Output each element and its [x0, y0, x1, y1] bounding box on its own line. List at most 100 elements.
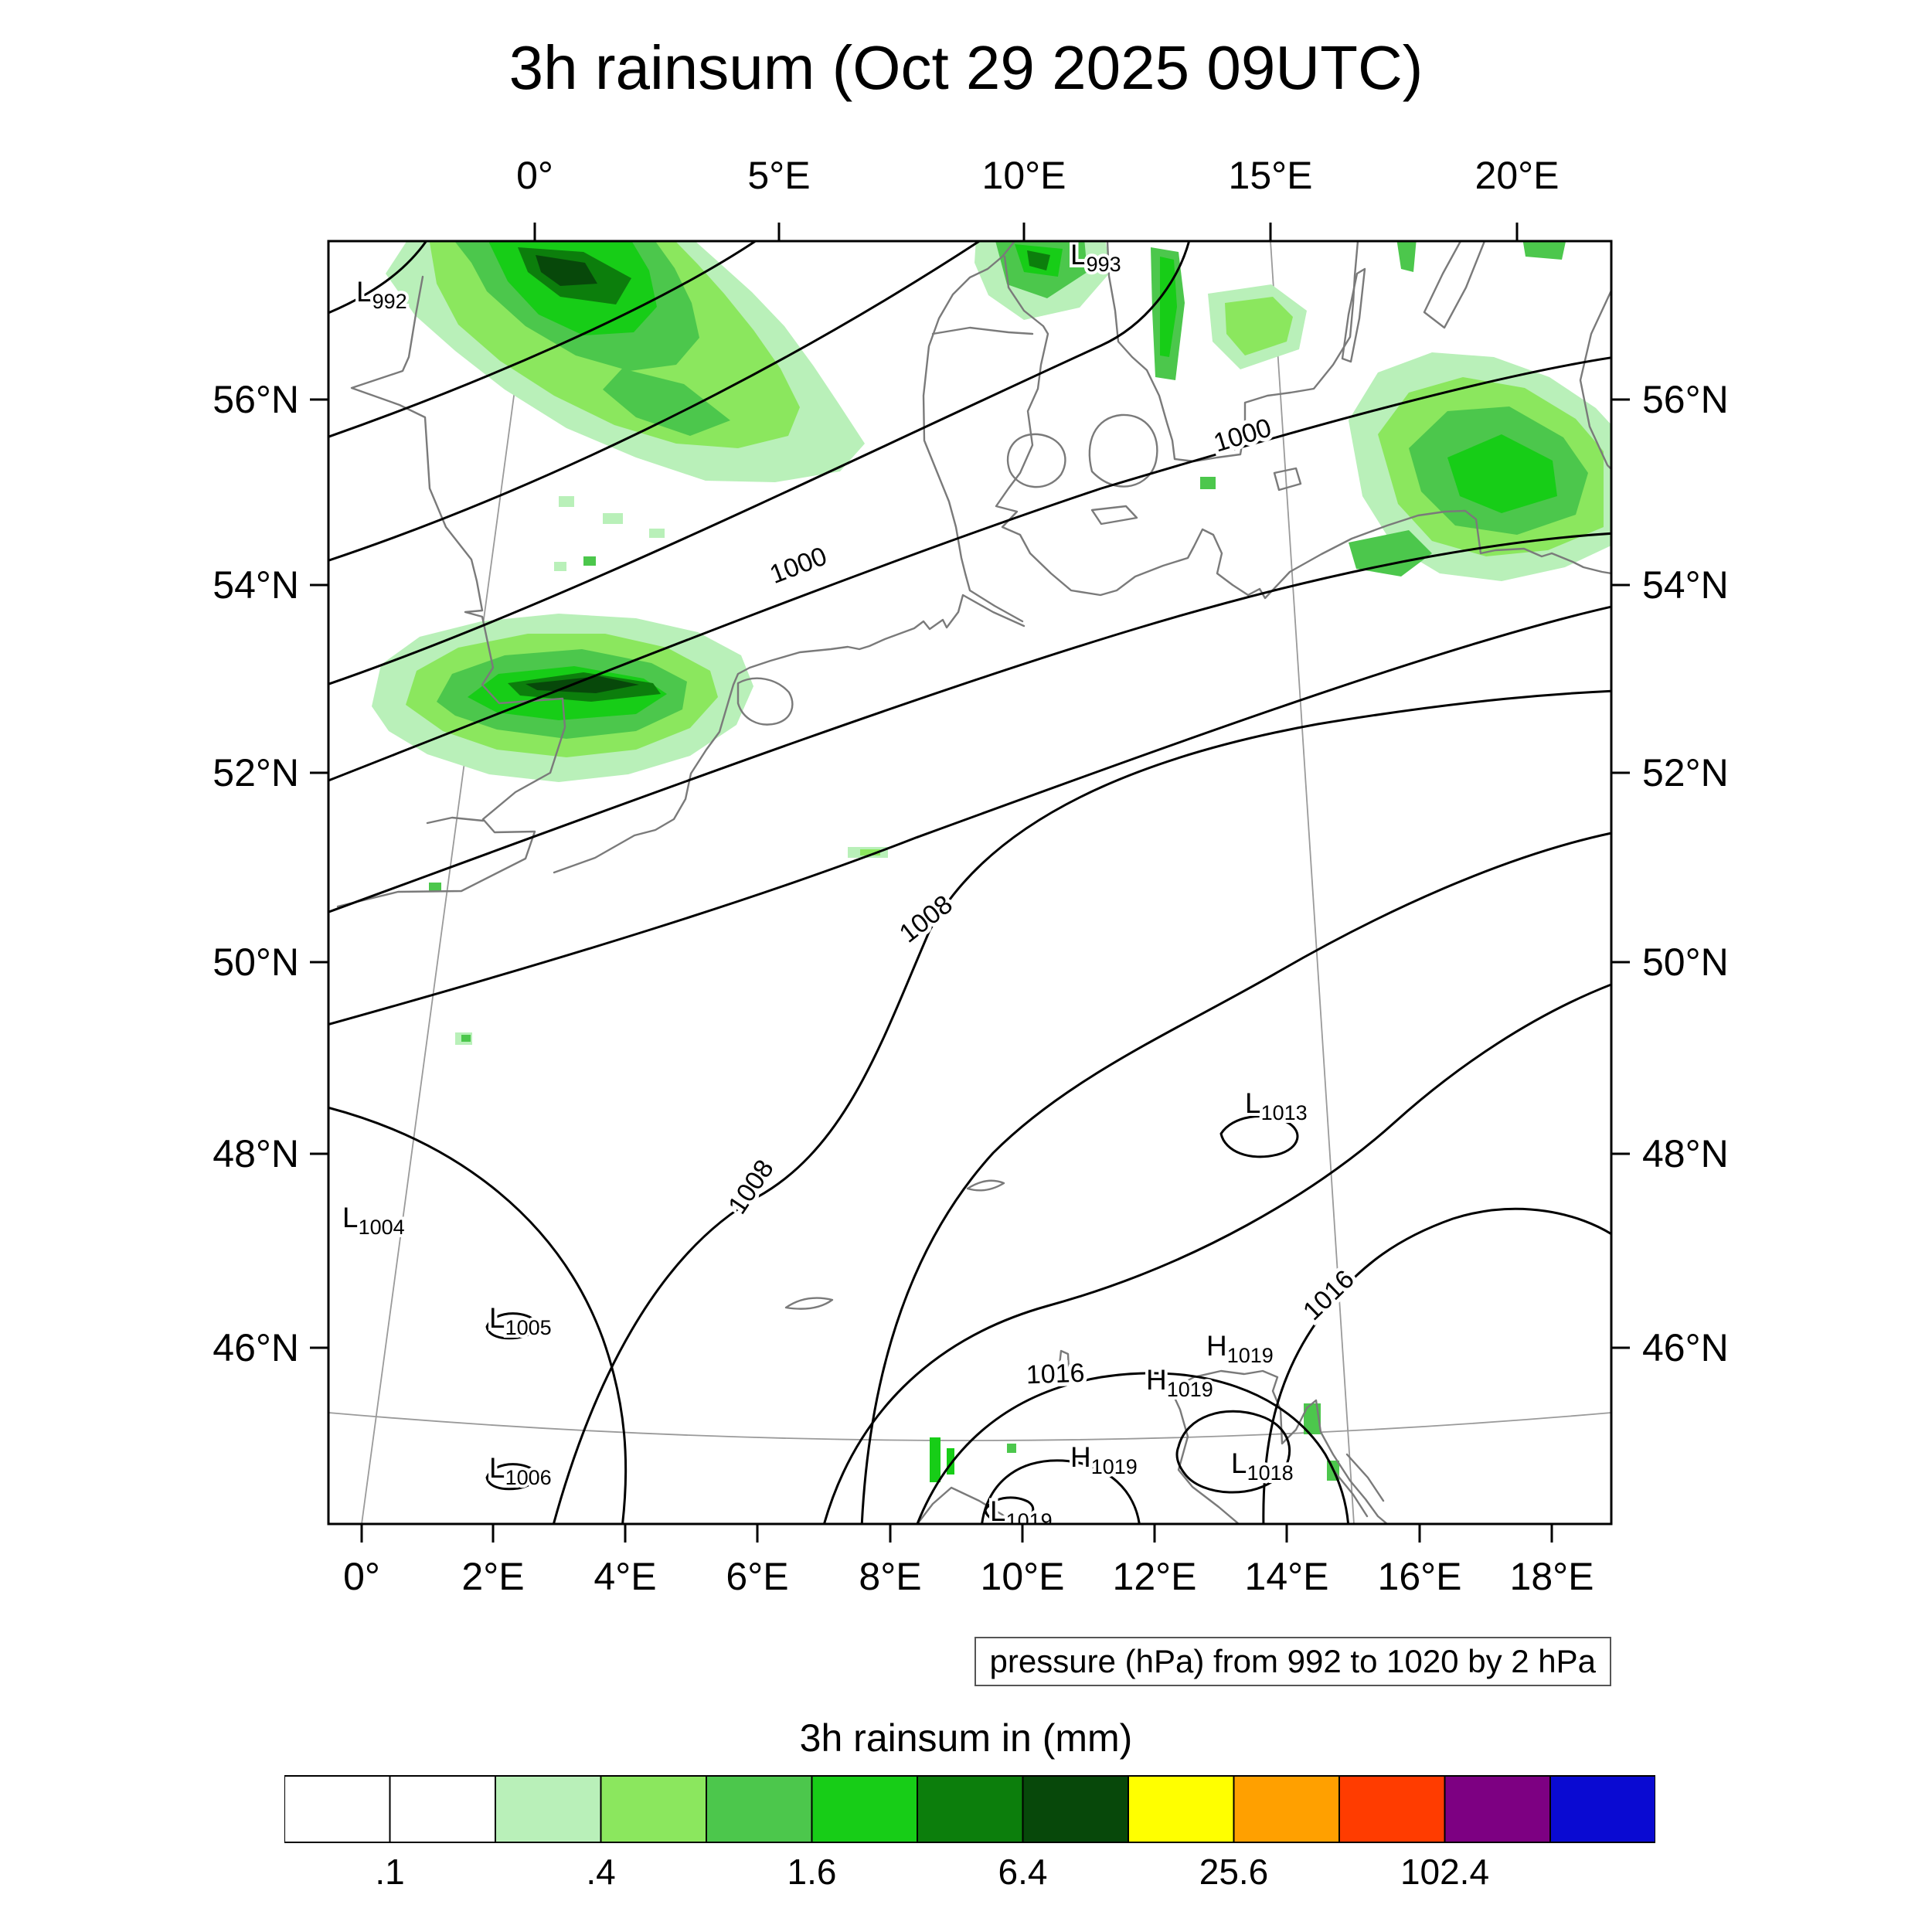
- pressure-center-label: H1019: [1206, 1330, 1274, 1367]
- coastline-adriatic-north: [1169, 1369, 1389, 1524]
- rain-speck: [429, 883, 441, 892]
- bottom-axis-label: 0°: [343, 1555, 380, 1598]
- weather-map: 1000 1000 1008 1008 1016 1016 L992 L993 …: [213, 154, 1728, 1598]
- right-axis-label: 48°N: [1642, 1132, 1729, 1175]
- colorbar-cell: [389, 1775, 496, 1843]
- colorbar-cell: [1022, 1775, 1129, 1843]
- colorbar-cell: [600, 1775, 707, 1843]
- colorbar-tick-label: .4: [586, 1852, 615, 1892]
- colorbar-cell: [917, 1775, 1024, 1843]
- coastline-baltic-south: [995, 255, 1611, 600]
- coastline-britain: [336, 275, 566, 908]
- bottom-axis-label: 2°E: [461, 1555, 524, 1598]
- coastline-adriatic-west: [1169, 1388, 1240, 1524]
- pressure-center-label: L993: [1070, 239, 1121, 276]
- left-axis-label: 54°N: [213, 563, 299, 607]
- top-axis-label: 10°E: [982, 154, 1066, 197]
- colorbar-tick-label: 6.4: [998, 1852, 1048, 1892]
- lake-constance: [966, 1179, 1005, 1192]
- top-axis-ticks: [533, 223, 1519, 241]
- contour-label: 1016: [1298, 1264, 1360, 1326]
- island-zealand: [1088, 413, 1158, 488]
- rain-speck: [1200, 477, 1216, 489]
- map-content: 1000 1000 1008 1008 1016 1016 L992 L993 …: [328, 239, 1611, 1524]
- contour-label: 1000: [766, 541, 831, 590]
- rain-speck: [947, 1448, 954, 1475]
- right-axis-label: 50°N: [1642, 940, 1729, 984]
- isobar-1016-east: [1262, 1207, 1611, 1524]
- colorbar: .1 .4 1.6 6.4 25.6 102.4: [284, 1775, 1655, 1892]
- page-title: 3h rainsum (Oct 29 2025 09UTC): [509, 33, 1423, 102]
- isobar-1018-west: [981, 1459, 1141, 1524]
- bottom-axis-label: 6°E: [726, 1555, 788, 1598]
- isobar-998: [328, 241, 1191, 685]
- colorbar-labels: .1 .4 1.6 6.4 25.6 102.4: [375, 1852, 1489, 1892]
- isobar-1013-loop: [1219, 1115, 1299, 1158]
- limfjord: [931, 326, 1034, 335]
- right-axis-label: 56°N: [1642, 378, 1729, 421]
- colorbar-title: 3h rainsum in (mm): [799, 1716, 1133, 1760]
- colorbar-tick-label: 102.4: [1400, 1852, 1489, 1892]
- rain-shape: [536, 255, 597, 286]
- bottom-axis-label: 8°E: [859, 1555, 921, 1598]
- coastline-layer: [336, 241, 1611, 1524]
- left-axis-label: 46°N: [213, 1326, 299, 1369]
- pressure-center-label: L992: [356, 276, 407, 313]
- pressure-center-label: L1018: [1231, 1447, 1294, 1485]
- bottom-axis-label: 4°E: [594, 1555, 656, 1598]
- right-axis-label: 54°N: [1642, 563, 1729, 607]
- isobar-1018-east: [1175, 1410, 1291, 1494]
- colorbar-tick-label: .1: [375, 1852, 404, 1892]
- colorbar-cell: [1444, 1775, 1551, 1843]
- rain-level-darkest: [526, 255, 639, 693]
- coastline-jutland-west: [922, 241, 1024, 623]
- top-axis-label: 5°E: [747, 154, 810, 197]
- pressure-center-label: L1013: [1245, 1087, 1308, 1124]
- pressure-center-label: L1006: [489, 1452, 552, 1489]
- bottom-axis-label: 10°E: [981, 1555, 1065, 1598]
- island-funen: [1006, 433, 1066, 488]
- bottom-axis-label: 18°E: [1510, 1555, 1594, 1598]
- rain-shape: [603, 369, 730, 436]
- pressure-caption: pressure (hPa) from 992 to 1020 by 2 hPa: [974, 1637, 1611, 1686]
- coastline-liguria: [916, 1486, 1013, 1524]
- isobar-1010: [860, 832, 1611, 1524]
- isobar-bottom-loop: [984, 1496, 1035, 1524]
- isobar-layer: [328, 241, 1611, 1524]
- lake-ijsselmeer: [736, 677, 794, 726]
- isobar-1012: [822, 983, 1611, 1524]
- left-axis-label: 48°N: [213, 1132, 299, 1175]
- river-thames: [426, 816, 485, 825]
- island-lolland: [1090, 505, 1138, 526]
- isobar-996: [328, 241, 982, 562]
- rain-speck: [583, 556, 596, 566]
- pressure-center-label: H1019: [1070, 1441, 1138, 1478]
- right-axis-label: 46°N: [1642, 1326, 1729, 1369]
- rain-speck: [860, 849, 880, 855]
- bottom-axis-label: 12°E: [1113, 1555, 1197, 1598]
- dalmatian-islands: [1332, 1453, 1385, 1518]
- colorbar-cell: [495, 1775, 602, 1843]
- isobar-1006-loop: [485, 1463, 537, 1491]
- colorbar-cell: [1233, 1775, 1340, 1843]
- isobar-1005-loop: [485, 1312, 537, 1340]
- colorbar-tick-label: 25.6: [1199, 1852, 1269, 1892]
- island-bornholm: [1273, 467, 1302, 492]
- contour-label: 1016: [1026, 1359, 1085, 1390]
- rain-speck: [1007, 1444, 1016, 1453]
- left-axis-label: 52°N: [213, 751, 299, 794]
- bottom-axis-label: 14°E: [1245, 1555, 1329, 1598]
- axis-labels: 0° 5°E 10°E 15°E 20°E 0° 2°E 4°E 6°E 8°E…: [213, 154, 1728, 1598]
- pressure-center-layer: L992 L993 L1004 L1005 L1006 L1013 H1019 …: [339, 239, 1311, 1524]
- isobar-1006: [328, 1106, 628, 1524]
- rain-speck: [649, 529, 665, 538]
- lake-geneva: [784, 1297, 834, 1310]
- colorbar-cell: [706, 1775, 813, 1843]
- parallel-45n: [328, 1412, 1611, 1441]
- pressure-center-label: L1005: [489, 1302, 552, 1339]
- top-axis-label: 20°E: [1475, 154, 1560, 197]
- rain-shape: [1225, 297, 1293, 355]
- rain-speck: [603, 513, 623, 524]
- colorbar-cell: [1128, 1775, 1235, 1843]
- rain-shape: [1349, 530, 1432, 577]
